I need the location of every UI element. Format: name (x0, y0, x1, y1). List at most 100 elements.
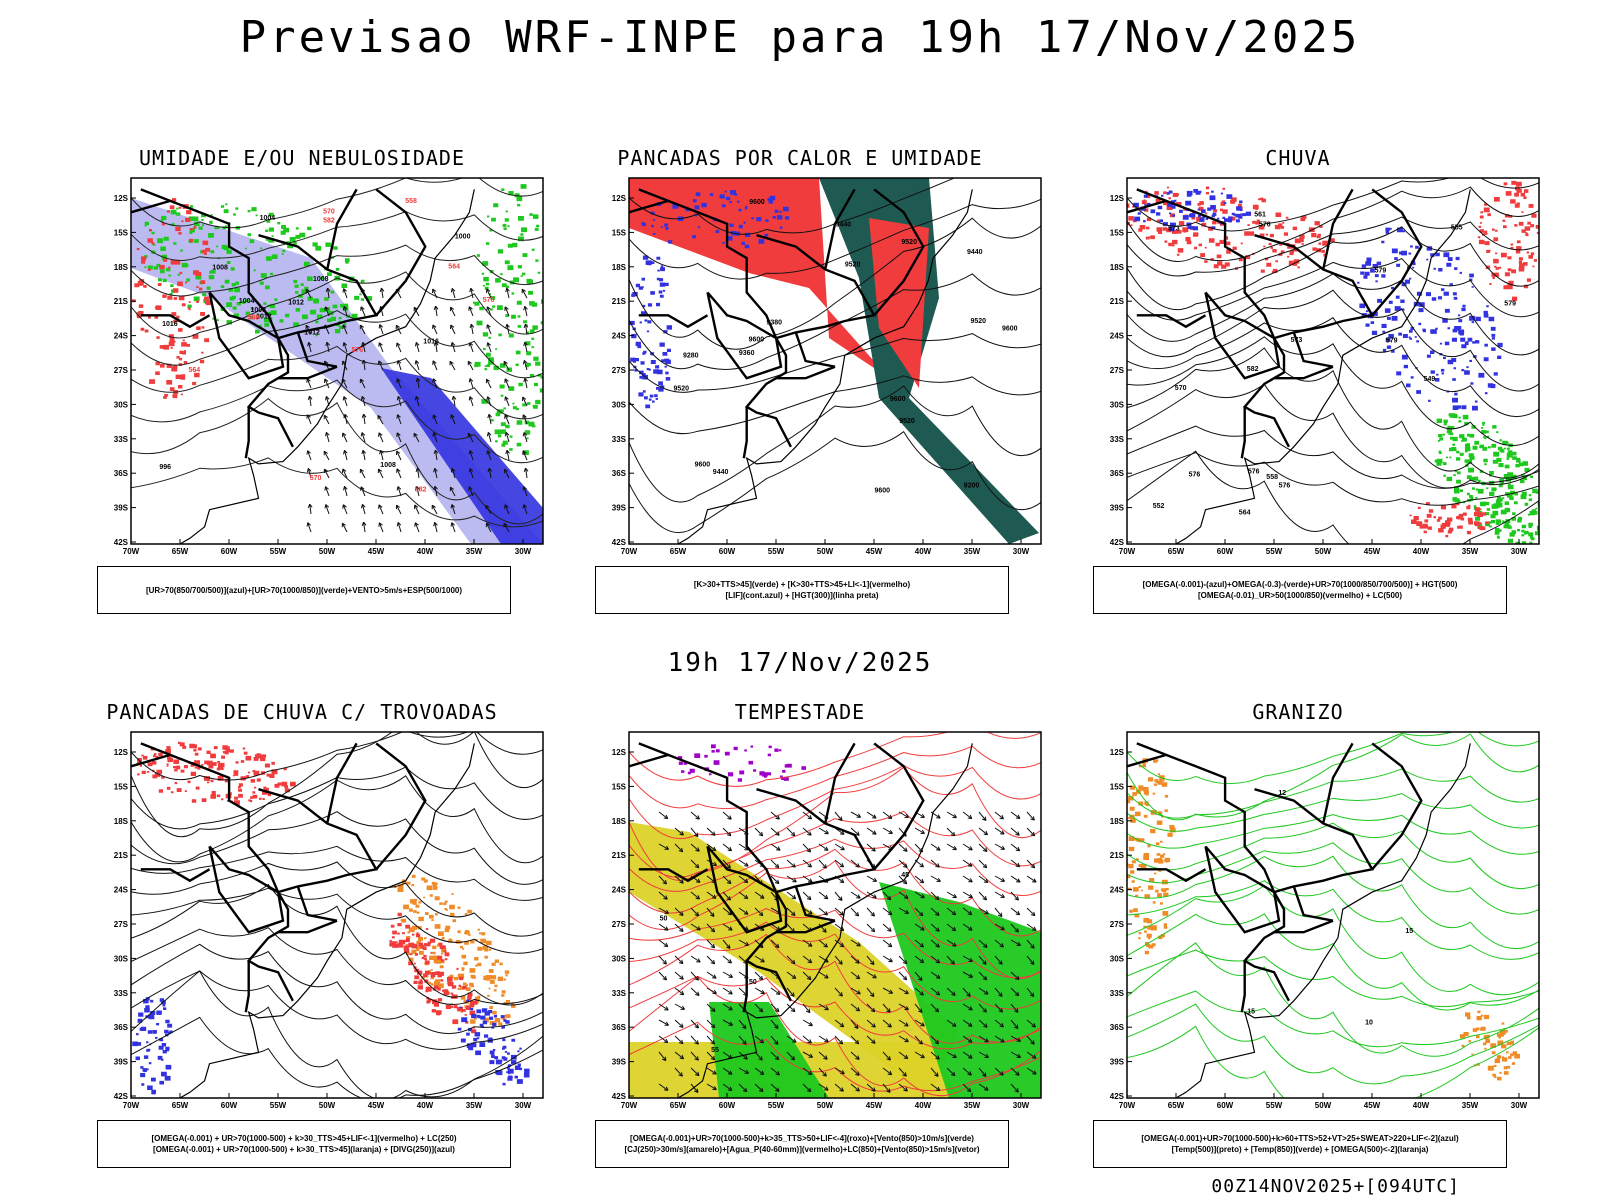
wind-vector-head (359, 324, 364, 330)
lat-tick-label: 21S (612, 297, 627, 306)
state-border (638, 742, 669, 757)
wind-vector-head (870, 927, 876, 933)
wind-vector-head (414, 396, 420, 401)
wind-vector-head (449, 360, 454, 366)
wind-vector-head (760, 989, 765, 994)
wind-vector-head (887, 927, 892, 932)
wind-vector-head (742, 1040, 747, 1045)
humidity-core (381, 368, 543, 544)
wind-vector (962, 907, 973, 916)
wind-vector (504, 414, 510, 425)
wind-vector-head (870, 992, 875, 998)
state-border (140, 868, 211, 883)
wind-vector-head (360, 306, 365, 311)
lon-tick-label: 55W (270, 547, 287, 556)
state-border (1371, 188, 1423, 317)
wind-vector (946, 955, 955, 965)
lat-tick-label: 12S (612, 748, 627, 757)
wind-vector (802, 875, 813, 883)
lon-tick-label: 45W (368, 547, 385, 556)
wind-vector (1026, 1051, 1037, 1059)
lat-tick-label: 36S (1110, 1023, 1125, 1032)
contour-label: 9440 (967, 249, 983, 256)
contour-line (1127, 216, 1539, 277)
wind-vector-head (951, 926, 957, 932)
wind-vector (524, 306, 528, 317)
wind-vector-head (968, 878, 973, 883)
wind-vector-head (824, 829, 829, 835)
wind-vector-head (870, 960, 875, 966)
lon-tick-label: 35W (466, 1101, 483, 1110)
wind-vector-head (664, 926, 669, 931)
wind-vector (914, 971, 923, 981)
lat-tick-label: 21S (612, 851, 627, 860)
shaded-area (1460, 1010, 1520, 1081)
lat-tick-label: 30S (114, 400, 129, 409)
contour-label: 9600 (749, 199, 765, 206)
wind-vector (706, 891, 717, 899)
state-border (1127, 199, 1290, 448)
wind-vector (503, 523, 510, 533)
wind-vector (770, 923, 781, 931)
wind-vector-head (951, 1022, 957, 1027)
wind-vector-head (950, 960, 955, 965)
wind-vector (994, 843, 1005, 850)
wind-vector (396, 504, 402, 515)
wind-vector (930, 955, 940, 964)
wind-vector-head (774, 879, 780, 885)
wind-vector-head (840, 1069, 845, 1075)
wind-vector-head (710, 943, 716, 949)
wind-vector (658, 891, 668, 900)
wind-vector (818, 907, 828, 916)
wind-vector-head (759, 1070, 765, 1075)
wind-vector-head (378, 324, 384, 329)
wind-vector (451, 522, 456, 533)
legend-box: [K>30+TTS>45](verde) + [K>30+TTS>45+LI<-… (595, 566, 1009, 614)
wind-vector-head (1032, 878, 1037, 883)
wind-vector (341, 522, 348, 533)
wind-vector-head (774, 943, 780, 949)
wind-vector (1026, 827, 1035, 837)
wind-vector (898, 859, 908, 868)
wind-vector (834, 1019, 845, 1028)
wind-vector-head (504, 306, 509, 311)
wind-vector (834, 859, 844, 868)
wind-vector (850, 955, 860, 964)
wind-vector-head (343, 449, 348, 455)
contour-line (1127, 178, 1539, 232)
wind-vector-head (663, 1086, 669, 1091)
wind-vector-head (505, 323, 510, 329)
wind-vector (469, 378, 474, 389)
wind-vector (850, 987, 861, 995)
wind-vector (1026, 1067, 1037, 1075)
wind-vector (505, 432, 510, 443)
contour-line (1127, 990, 1539, 1048)
wind-vector-head (728, 1006, 733, 1011)
wind-vector-head (982, 895, 987, 901)
contour-line (131, 811, 543, 885)
wind-vector-head (743, 878, 749, 884)
wind-vector (451, 504, 456, 515)
wind-vector-head (758, 975, 764, 981)
wind-vector (770, 811, 780, 820)
wind-vector-head (679, 975, 684, 980)
wind-vector (706, 1067, 717, 1075)
lat-tick-label: 39S (612, 504, 627, 513)
wind-vector-head (982, 960, 987, 965)
wind-vector (770, 1019, 779, 1029)
wind-vector (378, 360, 384, 371)
contour-label: 579 (1386, 338, 1398, 345)
wind-vector-head (1030, 960, 1035, 965)
lon-tick-label: 35W (466, 547, 483, 556)
wind-vector (1010, 971, 1020, 980)
wind-vector-head (360, 486, 365, 491)
wind-vector (1010, 1019, 1019, 1029)
wind-vector (994, 1003, 1003, 1013)
wind-vector-head (468, 342, 474, 347)
wind-vector-head (664, 909, 670, 914)
lat-tick-label: 18S (114, 817, 129, 826)
wind-vector-head (341, 522, 346, 528)
wind-vector-head (886, 1056, 891, 1061)
lon-tick-label: 45W (368, 1101, 385, 1110)
state-border (742, 960, 748, 1013)
